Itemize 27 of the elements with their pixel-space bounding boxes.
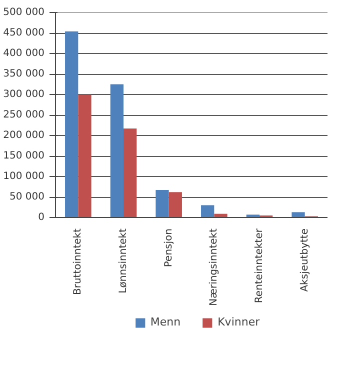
x-tick-label: Bruttoinntekt (72, 228, 84, 296)
x-tick-label: Renteinntekter (254, 228, 265, 304)
y-tick-label: 150 000 (3, 150, 45, 162)
y-tick-label: 0 (38, 212, 45, 223)
x-tick-label: Næringsinntekt (208, 228, 220, 306)
y-tick-label: 350 000 (3, 68, 45, 80)
bar (156, 190, 169, 218)
x-tick-label: Pensjon (163, 228, 174, 268)
bar (168, 192, 182, 218)
bar (78, 94, 92, 218)
y-tick-label: 200 000 (3, 130, 45, 141)
y-tick-label: 250 000 (3, 110, 45, 120)
x-tick-label: Lønnsinntekt (118, 228, 129, 294)
x-tick-label: Aksjeutbytte (299, 228, 310, 292)
y-tick-label: 450 000 (3, 28, 45, 38)
bar (292, 212, 305, 218)
bar (65, 31, 78, 218)
y-tick-label: 500 000 (3, 7, 45, 18)
bar (124, 128, 137, 218)
y-tick-label: 400 000 (3, 48, 45, 59)
legend-label: Menn (150, 316, 181, 328)
bar (201, 205, 214, 218)
y-tick-label: 300 000 (3, 89, 45, 100)
y-tick-label: 100 000 (3, 171, 45, 182)
legend-label: Kvinner (218, 316, 260, 328)
y-tick-label: 50 000 (10, 192, 45, 202)
bar (110, 84, 124, 218)
